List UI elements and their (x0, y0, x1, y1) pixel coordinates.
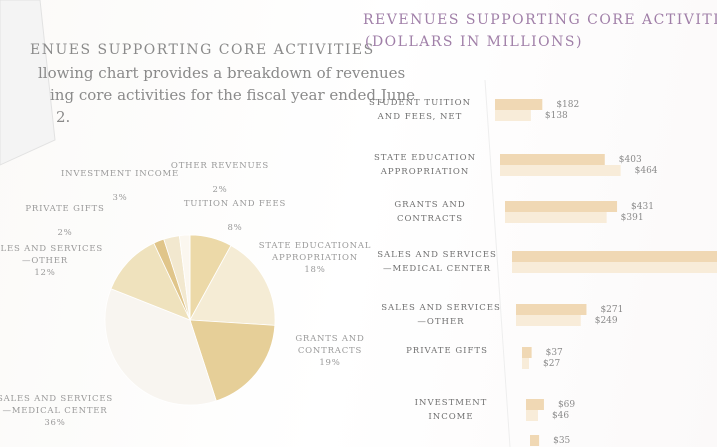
slice-label: STATE EDUCATIONAL APPROPRIATION (255, 240, 375, 264)
bar (522, 358, 529, 369)
category-label: SALES AND SERVICES—OTHER (381, 301, 501, 329)
slice-value: 18% (285, 264, 345, 276)
bar-value-label: $46 (552, 411, 569, 421)
slice-value: 2% (35, 227, 95, 239)
bar (505, 201, 617, 212)
category-label: STATE EDUCATION APPROPRIATION (365, 151, 485, 179)
bar-value-label: $182 (556, 100, 579, 110)
slice-value: 8% (205, 222, 265, 234)
bar (516, 315, 581, 326)
slice-label: SALES AND SERVICES—MEDICAL CENTER (0, 393, 115, 417)
bar-value-label: $464 (635, 166, 658, 176)
bar (505, 212, 607, 223)
page: $182$138 $403$464 $431$391 $271$249 $37$27 $6… (0, 0, 717, 447)
description-line: 2. (56, 108, 70, 126)
bar-value-label: $27 (543, 359, 560, 369)
bar-value-label: $391 (621, 213, 644, 223)
bar-value-label: $403 (619, 155, 642, 165)
bar (522, 347, 532, 358)
category-label: GRANTS AND CONTRACTS (370, 198, 490, 226)
category-label: SALES AND SERVICES—MEDICAL CENTER (377, 248, 497, 276)
category-label: INVESTMENT INCOME (391, 396, 511, 424)
slice-label: GRANTS AND CONTRACTS (270, 333, 390, 357)
bar (526, 410, 538, 421)
bar (526, 399, 544, 410)
bar (516, 304, 586, 315)
pie-title: ENUES SUPPORTING CORE ACTIVITIES (30, 42, 375, 58)
bar-value-label: $431 (631, 202, 654, 212)
bar (495, 99, 542, 110)
slice-value: 12% (15, 267, 75, 279)
slice-label: OTHER REVENUES (160, 160, 280, 172)
paper-corner (0, 0, 55, 165)
slice-label: SALES AND SERVICES—OTHER (0, 243, 105, 267)
bar-value-label: $69 (558, 400, 575, 410)
slice-label: TUITION AND FEES (175, 198, 295, 210)
bar (495, 110, 531, 121)
bar-value-label: $35 (553, 436, 570, 446)
slice-value: 19% (300, 357, 360, 369)
bar-value-label: $138 (545, 111, 568, 121)
bar (500, 165, 621, 176)
description-line: llowing chart provides a breakdown of re… (38, 64, 405, 82)
slice-label: PRIVATE GIFTS (5, 203, 125, 215)
slice-value: 36% (25, 417, 85, 429)
bar (500, 154, 605, 165)
bar (512, 262, 717, 273)
bar-title: REVENUES SUPPORTING CORE ACTIVITIES (363, 12, 717, 28)
category-label: PRIVATE GIFTS (387, 344, 507, 358)
bar (530, 435, 539, 446)
slice-value: 3% (90, 192, 150, 204)
bar-subtitle: (DOLLARS IN MILLIONS) (365, 34, 583, 50)
slice-value: 2% (190, 184, 250, 196)
bar-value-label: $37 (546, 348, 563, 358)
bar-value-label: $249 (595, 316, 618, 326)
bar (512, 251, 717, 262)
category-label: STUDENT TUITION AND FEES, NET (360, 96, 480, 124)
bar-value-label: $271 (600, 305, 623, 315)
